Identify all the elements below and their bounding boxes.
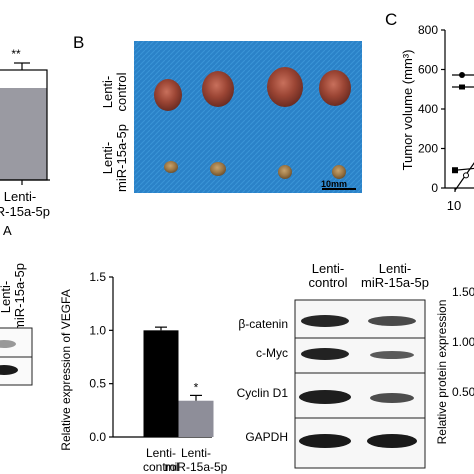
lower-left-label-line2: miR-15a-5p	[12, 263, 27, 331]
protein-tick-1-00: 1.00	[452, 335, 474, 349]
vegfa-y-tick-label: 0.0	[89, 430, 106, 444]
x-label-line1: Lenti-	[4, 189, 37, 204]
panel-c-series	[452, 162, 474, 191]
protein-label-beta-catenin: β-catenin	[238, 317, 288, 331]
blot-band-1	[0, 340, 16, 348]
panel-c-y-tick-label: 600	[418, 63, 438, 77]
vegfa-y-ticks: 1.5 1.0 0.5 0.0	[89, 270, 113, 444]
band-cyclin-d1-control	[299, 390, 351, 404]
vegfa-y-tick-label: 1.0	[89, 323, 106, 337]
vegfa-x-label-2-line1: Lenti-	[181, 446, 211, 460]
significance-mark: **	[11, 47, 21, 61]
protein-tick-1-50: 1.50	[452, 285, 474, 299]
band-c-myc-control	[301, 348, 349, 360]
tumor-treated-1	[164, 161, 178, 173]
legend-marker-2	[459, 84, 465, 90]
blot-col1-line2: control	[308, 275, 347, 290]
x-label-line2: miR-15a-5p	[0, 204, 50, 219]
lower-left-label-line1: Lenti-	[0, 281, 13, 314]
protein-tick-0-50: 0.50	[452, 385, 474, 399]
panel-c-y-tick-label: 200	[418, 142, 438, 156]
row2-label-line2: miR-15a-5p	[114, 124, 129, 192]
blot-band-2	[0, 365, 18, 375]
band-gapdh-control	[299, 434, 351, 448]
tumor-treated-3	[278, 165, 292, 179]
vegfa-bars: *	[143, 326, 214, 437]
tumor-control-4	[319, 70, 351, 106]
vegfa-significance: *	[194, 380, 199, 394]
tumor-treated-2	[210, 162, 226, 176]
band-c-myc-treated	[370, 351, 414, 359]
vegfa-ylabel: Relative expression of VEGFA	[59, 289, 73, 450]
panel-c-y-tick-label: 800	[418, 23, 438, 37]
blot-col2-line2: miR-15a-5p	[361, 275, 429, 290]
panel-c-letter: C	[385, 10, 397, 29]
protein-label-cyclin-d1: Cyclin D1	[237, 386, 289, 400]
band-cyclin-d1-treated	[370, 393, 414, 403]
tumor-control-3	[267, 67, 303, 107]
protein-chart-fragment: Relative protein expression 1.50 1.00 0.…	[435, 285, 474, 444]
panel-a-fragment: ** Lenti- miR-15a-5p A	[0, 47, 50, 238]
vegfa-chart: Relative expression of VEGFA 1.5 1.0 0.5 0.…	[59, 270, 228, 474]
vegfa-x-label-1-line2: control	[143, 460, 179, 474]
panel-c-y-tick-label: 0	[431, 181, 438, 195]
row2-label-line1: Lenti-	[100, 142, 115, 175]
panel-c-ylabel: Tumor volume (mm³)	[400, 50, 415, 171]
panel-c-x-tick-label: 10	[447, 198, 461, 213]
blot-col2-line1: Lenti-	[379, 261, 412, 276]
panel-c-series-1-line	[454, 167, 474, 171]
protein-chart-ylabel: Relative protein expression	[435, 300, 449, 445]
vegfa-x-label-1-line1: Lenti-	[146, 446, 176, 460]
row1-label-line1: Lenti-	[100, 76, 115, 109]
protein-label-c-myc: c-Myc	[256, 346, 288, 360]
panel-c-series-1-point	[452, 167, 458, 174]
band-beta-catenin-treated	[368, 316, 416, 326]
western-blot: Lenti- control Lenti- miR-15a-5p β-caten…	[237, 261, 429, 469]
panel-a-footer-letter: A	[3, 223, 12, 238]
legend-marker-1	[459, 72, 465, 78]
vegfa-y-tick-label: 0.5	[89, 377, 106, 391]
vegfa-bar-2	[178, 400, 214, 437]
lower-left-fragment: Lenti- miR-15a-5p	[0, 263, 33, 386]
bar-gap	[0, 78, 47, 88]
vegfa-bar-1	[143, 330, 179, 437]
panel-c-series-2-point	[463, 172, 469, 179]
panel-c-y-axis: 800 600 400 200 0	[418, 23, 445, 195]
band-beta-catenin-control	[301, 315, 349, 327]
row1-label-line2: control	[114, 72, 129, 111]
vegfa-x-label-2-line2: miR-15a-5p	[165, 460, 228, 474]
tumor-control-1	[154, 79, 182, 111]
tumor-treated-4	[332, 165, 346, 179]
panel-c-y-tick-label: 400	[418, 102, 438, 116]
protein-label-gapdh: GAPDH	[245, 430, 288, 444]
blot-col1-line1: Lenti-	[312, 261, 345, 276]
panel-b-letter: B	[73, 33, 84, 52]
tumor-control-2	[202, 71, 234, 107]
bar-miR-15a-5p	[0, 78, 47, 180]
panel-b: B Lenti- control Lenti- miR-15a-5p 10mm	[73, 33, 362, 193]
vegfa-y-tick-label: 1.5	[89, 270, 106, 284]
scale-bar-label: 10mm	[321, 179, 347, 189]
band-gapdh-treated	[367, 434, 417, 448]
panel-c: C Tumor volume (mm³) 800 600 400 200 0 10	[385, 10, 474, 213]
